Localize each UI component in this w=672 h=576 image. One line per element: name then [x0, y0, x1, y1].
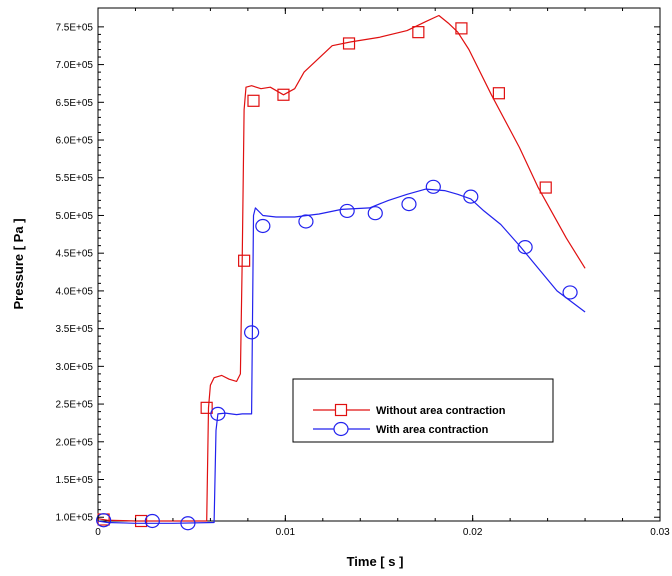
- plot-frame: [97, 7, 661, 522]
- marker-square: [200, 401, 213, 414]
- marker-circle: [210, 406, 226, 421]
- axis-layer: 0 0.01 0.02 0.03 1.0E+05 1.5E+05 2.0E+05 2.5E+0…: [55, 8, 670, 538]
- marker-square: [238, 254, 251, 267]
- marker-circle: [517, 240, 533, 255]
- marker-square: [277, 88, 290, 101]
- legend-label: Without area contraction: [376, 405, 506, 417]
- y-axis-title: Pressure [ Pa ]: [11, 218, 26, 309]
- marker-square: [412, 26, 425, 39]
- marker-circle: [144, 513, 160, 529]
- marker-circle: [255, 218, 271, 234]
- y-tick-label: 6.0E+05: [55, 136, 93, 147]
- x-tick-label: 0.02: [463, 527, 483, 538]
- y-tick-label: 1.5E+05: [55, 475, 93, 486]
- y-tick-label: 4.0E+05: [55, 286, 93, 297]
- series-layer: [96, 14, 586, 531]
- y-tick-label: 7.0E+05: [55, 60, 93, 71]
- marker-circle: [298, 214, 314, 229]
- marker-circle: [180, 516, 196, 531]
- x-tick-label: 0.03: [650, 527, 670, 538]
- series-line-with-area-contraction: [97, 188, 586, 524]
- y-tick-label: 3.5E+05: [55, 324, 93, 335]
- y-tick-label: 2.0E+05: [55, 437, 93, 448]
- y-tick-label: 3.0E+05: [55, 362, 93, 373]
- marker-square: [247, 94, 260, 107]
- x-axis-title: Time [ s ]: [347, 554, 404, 569]
- y-tick-label: 6.5E+05: [55, 98, 93, 109]
- legend-label: With area contraction: [376, 424, 489, 436]
- marker-circle: [463, 189, 479, 204]
- marker-circle: [367, 206, 383, 221]
- y-tick-label: 7.5E+05: [55, 22, 93, 33]
- y-tick-label: 1.0E+05: [55, 513, 93, 524]
- series-line-without-area-contraction: [97, 14, 586, 522]
- y-tick-label: 4.5E+05: [55, 249, 93, 260]
- marker-square: [492, 87, 505, 100]
- marker-circle: [401, 197, 417, 212]
- y-tick-label: 5.0E+05: [55, 211, 93, 222]
- x-tick-label: 0.01: [276, 527, 296, 538]
- marker-circle: [96, 513, 112, 528]
- x-tick-label: 0: [95, 527, 101, 538]
- plot-layer: [97, 7, 661, 522]
- marker-square: [539, 181, 552, 194]
- y-tick-label: 5.5E+05: [55, 173, 93, 184]
- marker-square: [455, 22, 468, 35]
- legend-marker-square: [334, 403, 348, 417]
- marker-circle: [339, 203, 355, 219]
- y-tick-label: 2.5E+05: [55, 400, 93, 411]
- legend: Without area contraction With area contra…: [292, 378, 554, 443]
- marker-circle: [244, 325, 260, 340]
- marker-square: [342, 37, 356, 50]
- legend-marker-circle: [333, 421, 349, 437]
- marker-circle: [562, 285, 578, 300]
- marker-circle: [425, 179, 441, 194]
